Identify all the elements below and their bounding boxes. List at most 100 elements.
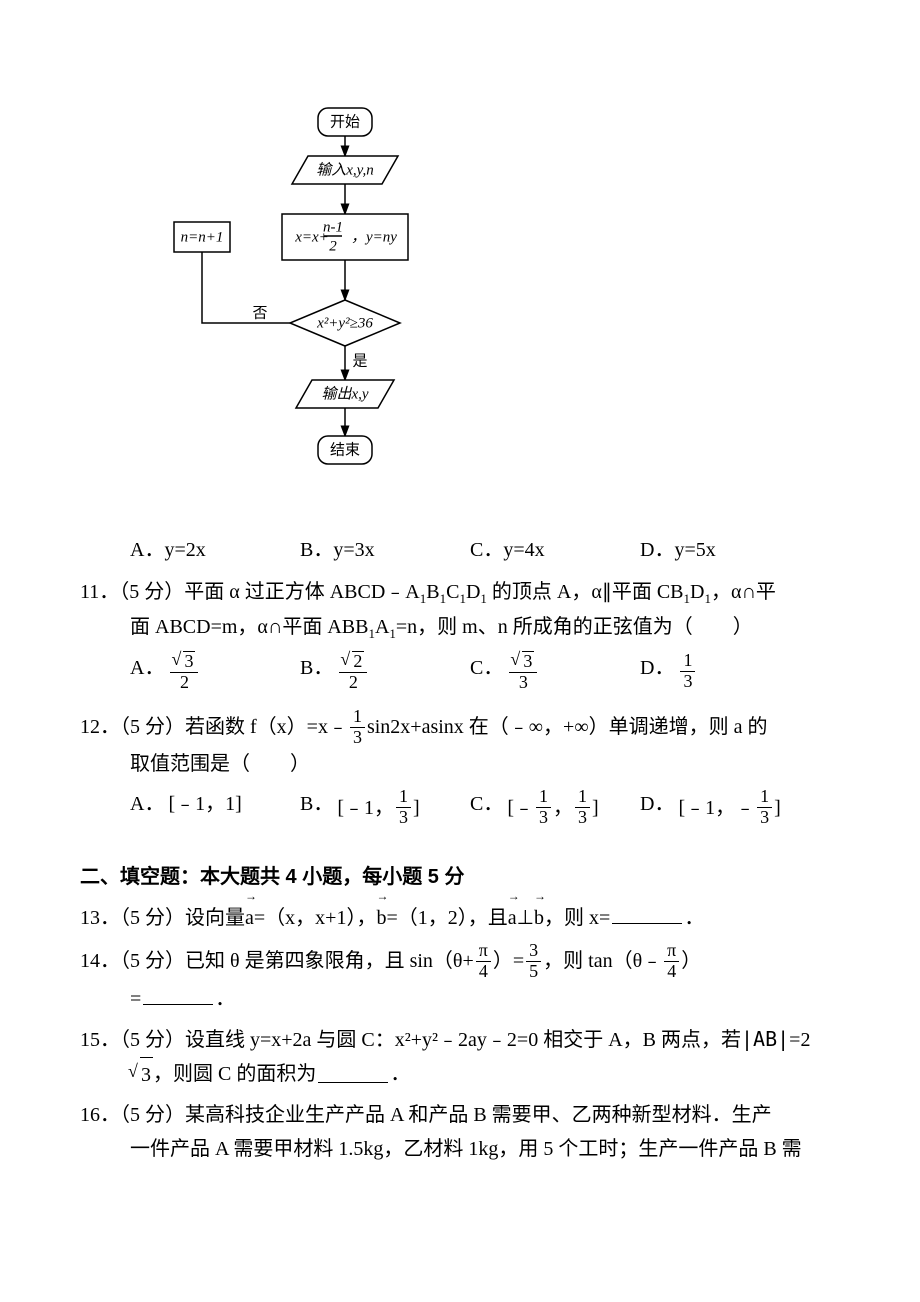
num: 1: [575, 787, 590, 808]
post: ]: [413, 791, 420, 825]
q11-line1: 11．（5 分）平面 α 过正方体 ABCD﹣A1B1C1D1 的顶点 A，α∥…: [80, 575, 840, 610]
den: 5: [526, 962, 541, 982]
t: C: [446, 581, 459, 603]
q11-option-a: A． 32: [130, 651, 300, 693]
num: 1: [350, 707, 365, 728]
pre: [﹣1，﹣: [678, 791, 755, 825]
q11-line2: 面 ABCD=m，α∩平面 ABB1A1=n，则 m、n 所成角的正弦值为（ ）: [130, 610, 840, 645]
fill-blank: [318, 1065, 388, 1083]
den: 3: [757, 808, 772, 828]
frac: 35: [526, 941, 541, 982]
t: =（x，x+1），: [254, 907, 377, 929]
vector-b: b: [534, 900, 544, 935]
den: 3: [396, 808, 411, 828]
radicand: 2: [352, 651, 364, 672]
q16-line1: 16．（5 分）某高科技企业生产产品 A 和产品 B 需要甲、乙两种新型材料．生…: [80, 1098, 840, 1132]
num: π: [476, 941, 491, 962]
q11-option-d: D． 13: [640, 651, 810, 692]
t: 某高科技企业生产产品 A 和产品 B 需要甲、乙两种新型材料．生产: [185, 1104, 772, 1126]
q14-prefix: 14．（5 分）: [80, 944, 185, 978]
t: 面 ABCD=m，α∩平面 ABB: [130, 616, 368, 638]
option-text: [﹣1，1]: [168, 787, 241, 821]
option-text: y=2x: [164, 539, 205, 561]
flowchart-end-text: 结束: [330, 441, 360, 458]
flowchart-counter-text: n=n+1: [181, 229, 224, 245]
q13-prefix: 13．（5 分）: [80, 907, 185, 929]
perp: ⊥: [517, 907, 534, 929]
option-label: C．: [470, 651, 503, 685]
post: ]: [774, 791, 781, 825]
frac: 13: [536, 787, 551, 828]
q15-line1: 15．（5 分）设直线 y=x+2a 与圆 C：x²+y²﹣2ay﹣2=0 相交…: [80, 1022, 840, 1057]
option-label: D．: [640, 787, 674, 821]
q15-prefix: 15．（5 分）: [80, 1029, 185, 1051]
q15-line2: 3，则圆 C 的面积为．: [130, 1057, 410, 1092]
den: 3: [575, 808, 590, 828]
frac: 13: [757, 787, 772, 828]
vector-a: a: [508, 900, 517, 935]
pre: [﹣: [507, 791, 534, 825]
radicand: 3: [140, 1057, 153, 1092]
t: =n，则 m、n 所成角的正弦值为（ ）: [396, 616, 753, 638]
flowchart-yes-label: 是: [352, 353, 367, 369]
q12-line1: 12．（5 分）若函数 f（x）=x﹣ 13 sin2x+asinx 在（﹣∞，…: [80, 707, 767, 748]
q12-option-c: C． [﹣13，13]: [470, 787, 640, 828]
option-label: D．: [640, 539, 674, 561]
q11-options-row: A． 32 B． 22 C． 33 D． 13: [130, 651, 840, 693]
t: 设向量: [185, 907, 245, 929]
period: ．: [215, 988, 235, 1010]
t: =（1，2），且: [386, 907, 507, 929]
q14-line1: 14．（5 分）已知 θ 是第四象限角，且 sin（θ+ π4 ）= 35 ，则…: [80, 941, 701, 982]
fill-blank: [612, 906, 682, 924]
t: B: [426, 581, 439, 603]
t: 设直线 y=x+2a 与圆 C：x²+y²﹣2ay﹣2=0 相交于 A，B 两点…: [185, 1029, 741, 1051]
t: ）=: [493, 944, 524, 978]
vector-a: a: [245, 900, 254, 935]
frac: 22: [339, 651, 367, 693]
frac: 13: [575, 787, 590, 828]
t: 若函数 f（x）=x﹣: [185, 710, 348, 744]
vector-b: b: [376, 900, 386, 935]
q11-option-c: C． 33: [470, 651, 640, 693]
frac: 32: [170, 651, 198, 693]
frac: π4: [664, 941, 679, 982]
frac: 13: [680, 651, 695, 692]
q11-option-b: B． 22: [300, 651, 470, 693]
frac: 13: [350, 707, 365, 748]
flowchart-container: 开始 输入x,y,n x=x+ n-1 2 ，y=ny x²+y²≥36 否 n…: [160, 100, 840, 511]
t: ）: [681, 944, 701, 978]
t: 已知 θ 是第四象限角，且 sin（θ+: [185, 944, 474, 978]
flowchart-start-text: 开始: [330, 113, 360, 130]
flowchart-frac-den: 2: [329, 238, 337, 254]
num: 1: [757, 787, 772, 808]
num: 1: [396, 787, 411, 808]
q10-options-row: A．y=2x B．y=3x C．y=4x D．y=5x: [130, 533, 840, 567]
den: 3: [509, 673, 537, 693]
abs-ab: |AB|: [741, 1027, 789, 1051]
flowchart-frac-num: n-1: [323, 219, 343, 235]
t: ，则 tan（θ﹣: [543, 944, 662, 978]
num: 1: [536, 787, 551, 808]
den: 4: [476, 962, 491, 982]
den: 3: [350, 728, 365, 748]
frac: 33: [509, 651, 537, 693]
flowchart-input-text: 输入x,y,n: [316, 161, 374, 178]
q12-option-a: A． [﹣1，1]: [130, 787, 300, 821]
frac: 13: [396, 787, 411, 828]
t: =2: [789, 1029, 810, 1051]
t: ，α∩平: [711, 581, 776, 603]
option-label: C．: [470, 787, 503, 821]
t: D: [466, 581, 480, 603]
q12-line2: 取值范围是（ ）: [130, 747, 840, 781]
option-label: B．: [300, 539, 333, 561]
den: 3: [680, 672, 695, 692]
option-text: y=3x: [333, 539, 374, 561]
q10-option-b: B．y=3x: [300, 533, 470, 567]
option-label: A．: [130, 539, 164, 561]
num: π: [664, 941, 679, 962]
q10-option-c: C．y=4x: [470, 533, 640, 567]
q12-option-b: B． [﹣1，13]: [300, 787, 470, 828]
option-label: B．: [300, 651, 333, 685]
den: 4: [664, 962, 679, 982]
pre: [﹣1，: [337, 791, 394, 825]
